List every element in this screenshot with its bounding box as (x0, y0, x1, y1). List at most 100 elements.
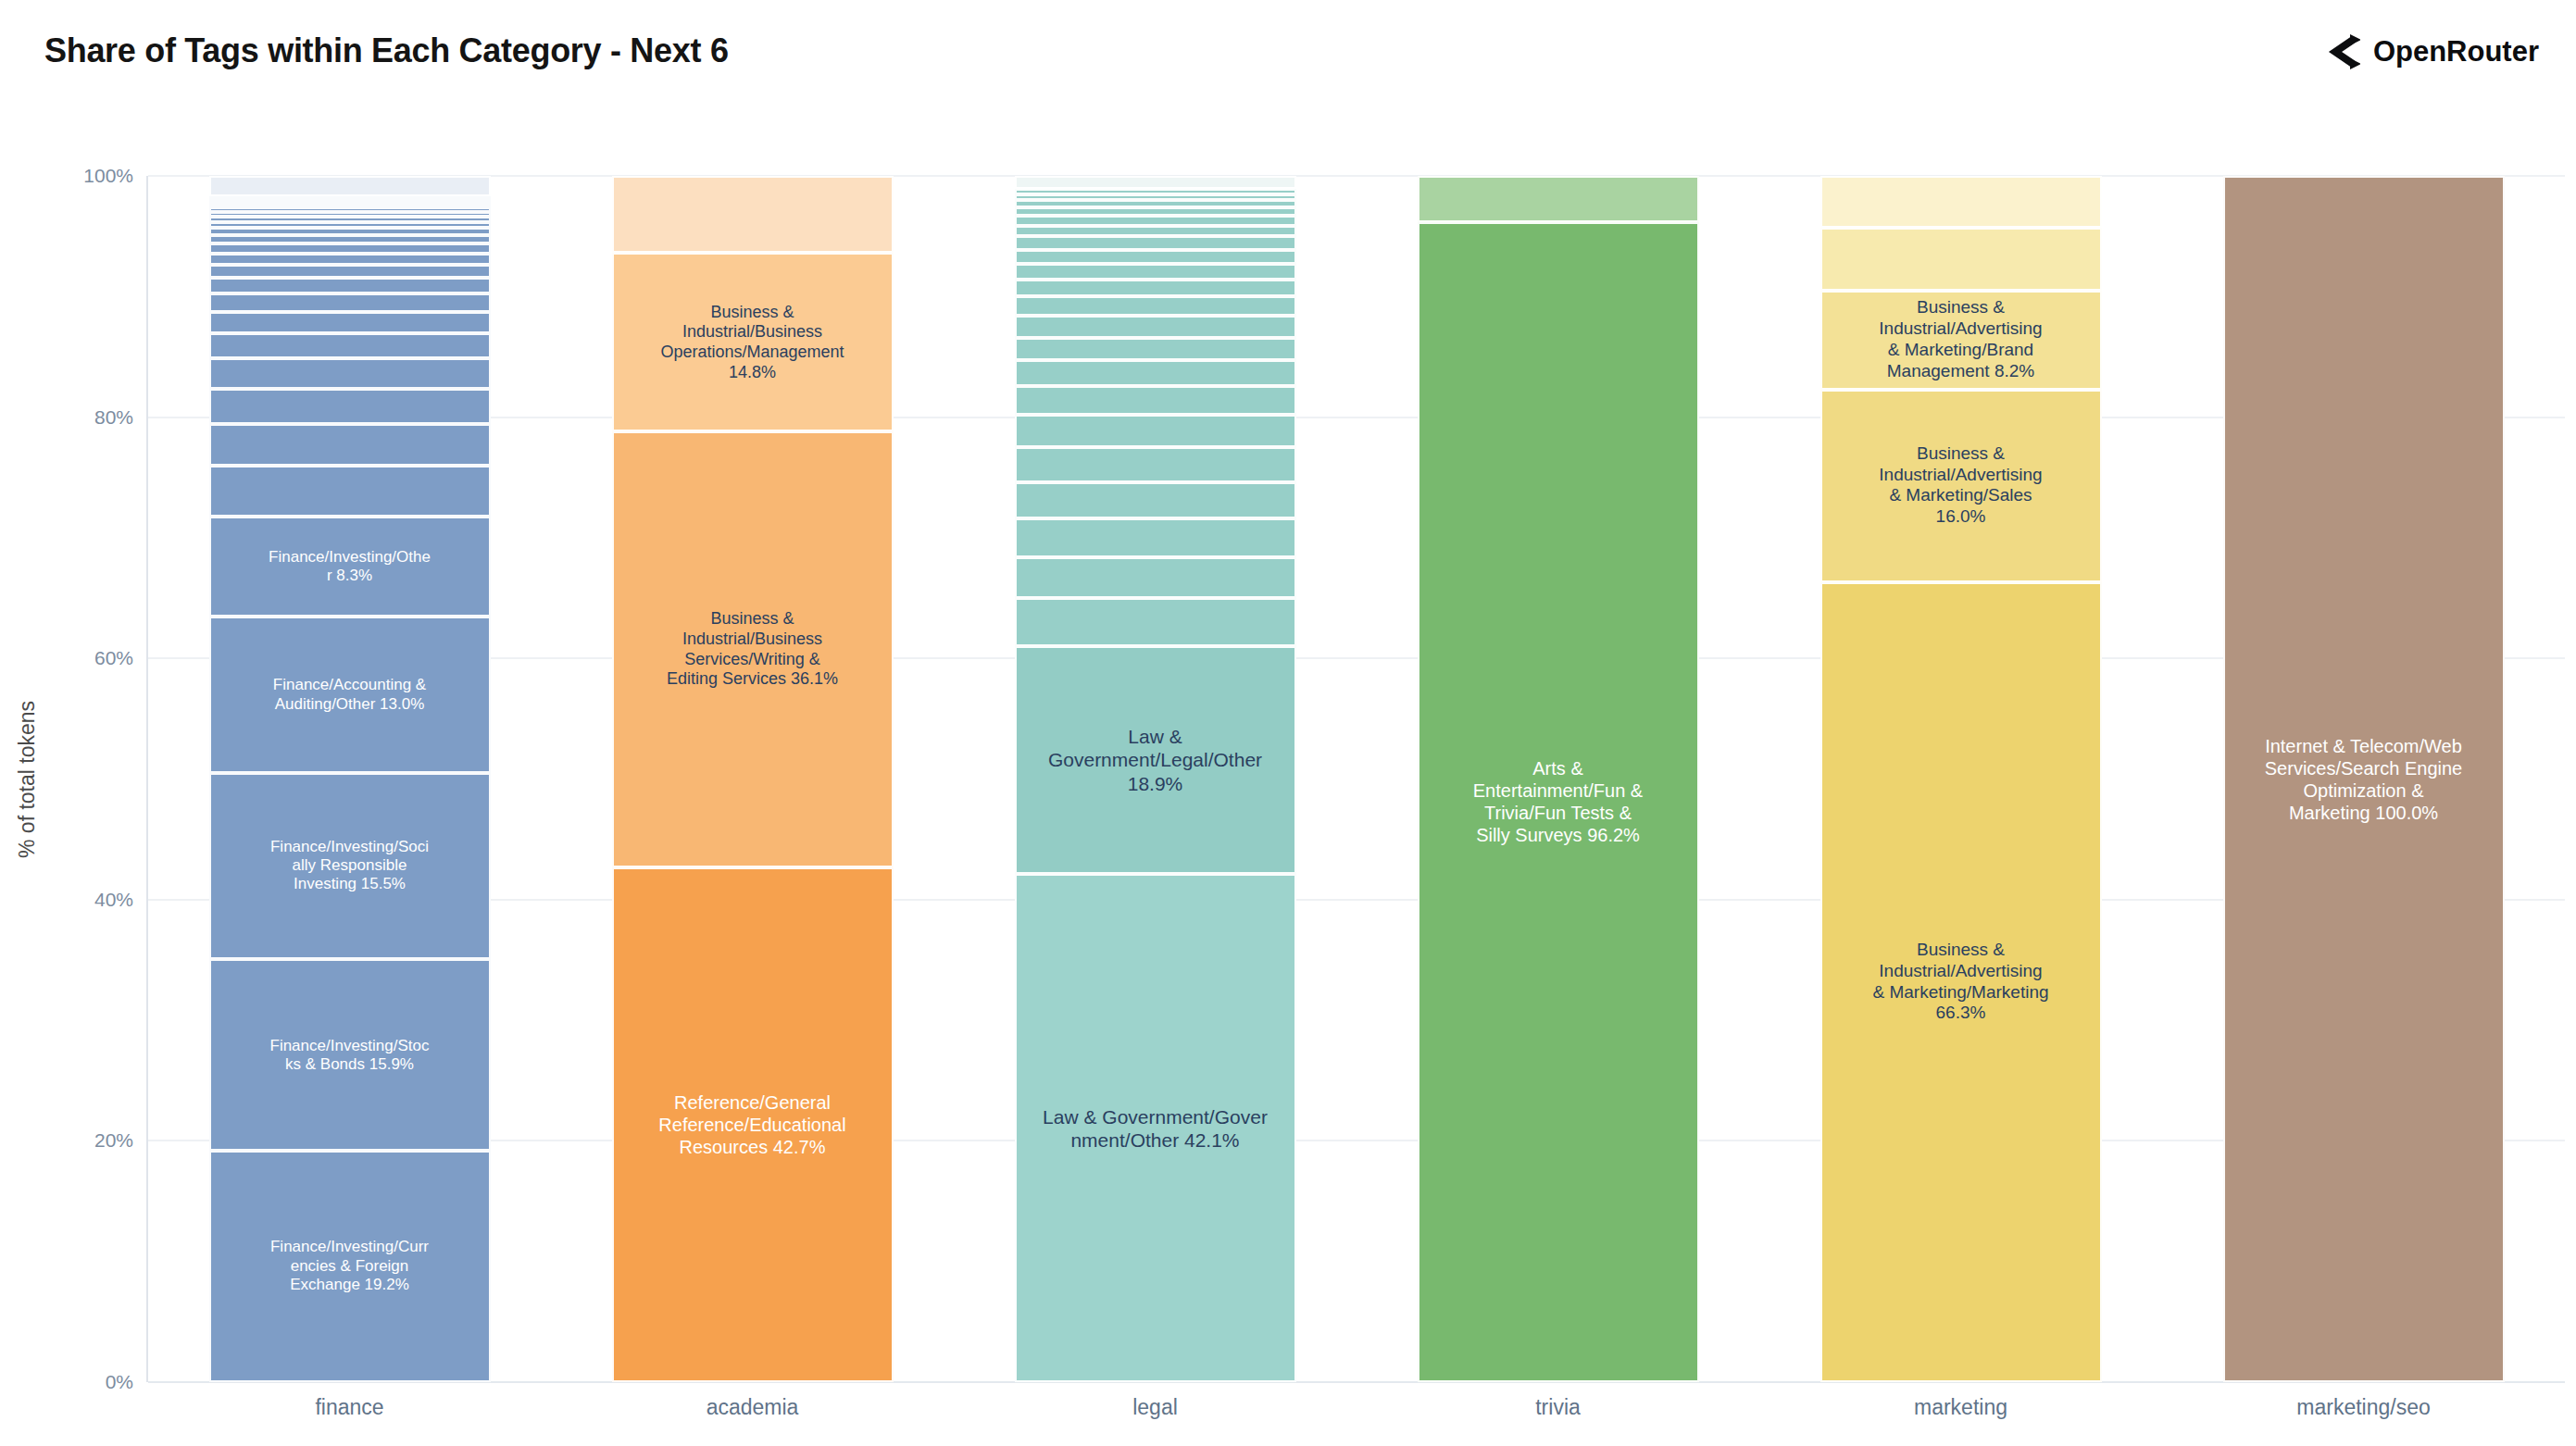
bar-column-marketing/seo: Internet & Telecom/Web Services/Search E… (2162, 176, 2565, 1382)
x-tick-marketing: marketing (1759, 1395, 2162, 1420)
segment-legal-1.1[interactable] (1015, 176, 1296, 189)
segment-trivia-96.2[interactable]: Arts & Entertainment/Fun & Trivia/Fun Te… (1418, 222, 1699, 1382)
segment-marketing-66.3[interactable]: Business & Industrial/Advertising & Mark… (1820, 582, 2102, 1382)
segment-marketing-8.2[interactable]: Business & Industrial/Advertising & Mark… (1820, 291, 2102, 390)
segment-finance-2.1[interactable] (209, 333, 491, 358)
segment-academia-6.4[interactable] (612, 176, 894, 253)
segment-label: Business & Industrial/Business Services/… (667, 609, 838, 689)
bar-legal[interactable]: Law & Government/Gover nment/Other 42.1%… (1015, 176, 1296, 1382)
segment-label: Finance/Investing/Stoc ks & Bonds 15.9% (270, 1036, 430, 1074)
bar-academia[interactable]: Reference/General Reference/Educational … (612, 176, 894, 1382)
segment-finance-0.4[interactable] (209, 212, 491, 217)
x-tick-trivia: trivia (1357, 1395, 1759, 1420)
chart-plot-area: 0%20%40%60%80%100% Finance/Investing/Cur… (148, 176, 2565, 1382)
segment-label: Reference/General Reference/Educational … (658, 1091, 845, 1158)
bar-column-finance: Finance/Investing/Curr encies & Foreign … (148, 176, 551, 1382)
bar-marketing[interactable]: Business & Industrial/Advertising & Mark… (1820, 176, 2102, 1382)
segment-legal-4[interactable] (1015, 598, 1296, 646)
segment-legal-0.6[interactable] (1015, 200, 1296, 207)
segment-finance-15.9[interactable]: Finance/Investing/Stoc ks & Bonds 15.9% (209, 959, 491, 1151)
y-tick-40%: 40% (94, 889, 133, 911)
segment-legal-1.9[interactable] (1015, 338, 1296, 361)
x-tick-marketing/seo: marketing/seo (2162, 1395, 2565, 1420)
bars-layer: Finance/Investing/Curr encies & Foreign … (148, 176, 2565, 1382)
segment-legal-42.1[interactable]: Law & Government/Gover nment/Other 42.1% (1015, 874, 1296, 1382)
bar-trivia[interactable]: Arts & Entertainment/Fun & Trivia/Fun Te… (1418, 176, 1699, 1382)
segment-finance-1.8[interactable] (209, 312, 491, 333)
segment-legal-2.4[interactable] (1015, 386, 1296, 415)
segment-finance-0.7[interactable] (209, 235, 491, 243)
segment-academia-36.1[interactable]: Business & Industrial/Business Services/… (612, 431, 894, 866)
segment-finance-4.2[interactable] (209, 466, 491, 517)
segment-label: Business & Industrial/Business Operation… (660, 303, 844, 382)
segment-finance-0.25[interactable] (209, 200, 491, 204)
segment-finance-0.35[interactable] (209, 207, 491, 212)
segment-finance-2.9[interactable] (209, 389, 491, 424)
bar-column-trivia: Arts & Entertainment/Fun & Trivia/Fun Te… (1357, 176, 1759, 1382)
segment-legal-0.8[interactable] (1015, 216, 1296, 225)
segment-label: Finance/Accounting & Auditing/Other 13.0… (273, 676, 426, 714)
segment-legal-1.3[interactable] (1015, 264, 1296, 280)
segment-finance-2.5[interactable] (209, 358, 491, 389)
segment-finance-0.3[interactable] (209, 204, 491, 207)
segment-academia-14.8[interactable]: Business & Industrial/Business Operation… (612, 253, 894, 431)
segment-academia-42.7[interactable]: Reference/General Reference/Educational … (612, 867, 894, 1382)
segment-marketing-16[interactable]: Business & Industrial/Advertising & Mark… (1820, 390, 2102, 582)
segment-legal-0.9[interactable] (1015, 226, 1296, 237)
segment-finance-1.5[interactable] (209, 293, 491, 312)
segment-legal-0.5[interactable] (1015, 194, 1296, 201)
segment-legal-0.7[interactable] (1015, 207, 1296, 216)
segment-label: Finance/Investing/Curr encies & Foreign … (270, 1239, 429, 1295)
segment-finance-13[interactable]: Finance/Accounting & Auditing/Other 13.0… (209, 617, 491, 773)
segment-legal-1.2[interactable] (1015, 250, 1296, 265)
segment-legal-18.9[interactable]: Law & Government/Legal/Other 18.9% (1015, 646, 1296, 874)
segment-marketing-5.2[interactable] (1820, 228, 2102, 291)
segment-legal-3[interactable] (1015, 482, 1296, 518)
segment-finance-1.3[interactable] (209, 278, 491, 293)
y-tick-100%: 100% (83, 165, 133, 187)
segment-marketing/seo-100[interactable]: Internet & Telecom/Web Services/Search E… (2223, 176, 2505, 1382)
segment-legal-1.8[interactable] (1015, 316, 1296, 337)
segment-legal-1.1[interactable] (1015, 236, 1296, 249)
segment-legal-3.4[interactable] (1015, 557, 1296, 598)
segment-finance-0.45[interactable] (209, 217, 491, 222)
segment-legal-0.4[interactable] (1015, 189, 1296, 193)
segment-marketing-4.3[interactable] (1820, 176, 2102, 228)
bar-marketing/seo[interactable]: Internet & Telecom/Web Services/Search E… (2223, 176, 2505, 1382)
openrouter-logo-icon (2323, 33, 2360, 70)
segment-finance-3.5[interactable] (209, 424, 491, 467)
segment-legal-2.1[interactable] (1015, 360, 1296, 385)
segment-label: Finance/Investing/Soci ally Responsible … (270, 838, 429, 894)
segment-finance-15.5[interactable]: Finance/Investing/Soci ally Responsible … (209, 773, 491, 960)
segment-finance-0.8[interactable] (209, 243, 491, 253)
x-tick-finance: finance (148, 1395, 551, 1420)
segment-finance-0.95[interactable] (209, 254, 491, 265)
segment-label: Business & Industrial/Advertising & Mark… (1879, 443, 2042, 528)
y-tick-80%: 80% (94, 406, 133, 429)
segment-finance-0.2[interactable] (209, 196, 491, 200)
bar-finance[interactable]: Finance/Investing/Curr encies & Foreign … (209, 176, 491, 1382)
segment-label: Finance/Investing/Othe r 8.3% (269, 547, 431, 585)
y-tick-60%: 60% (94, 647, 133, 669)
segment-finance-19.2[interactable]: Finance/Investing/Curr encies & Foreign … (209, 1151, 491, 1382)
segment-trivia-3.8[interactable] (1418, 176, 1699, 222)
segment-finance-0.6[interactable] (209, 228, 491, 235)
y-tick-20%: 20% (94, 1129, 133, 1152)
x-tick-legal: legal (954, 1395, 1357, 1420)
openrouter-brand[interactable]: OpenRouter (2323, 33, 2539, 70)
segment-legal-1.6[interactable] (1015, 296, 1296, 316)
segment-label: Law & Government/Legal/Other 18.9% (1048, 726, 1262, 796)
y-tick-0%: 0% (106, 1371, 133, 1393)
segment-legal-3.2[interactable] (1015, 518, 1296, 557)
segment-finance-1.1[interactable] (209, 265, 491, 278)
bar-column-academia: Reference/General Reference/Educational … (551, 176, 954, 1382)
segment-finance-8.3[interactable]: Finance/Investing/Othe r 8.3% (209, 517, 491, 617)
segment-finance-0.5[interactable] (209, 222, 491, 229)
bar-column-legal: Law & Government/Gover nment/Other 42.1%… (954, 176, 1357, 1382)
segment-legal-1.4[interactable] (1015, 280, 1296, 296)
segment-label: Business & Industrial/Advertising & Mark… (1879, 298, 2042, 382)
segment-legal-2.7[interactable] (1015, 415, 1296, 447)
segment-label: Law & Government/Gover nment/Other 42.1% (1043, 1105, 1268, 1152)
segment-legal-2.9[interactable] (1015, 447, 1296, 482)
segment-finance-1.7[interactable] (209, 176, 491, 196)
